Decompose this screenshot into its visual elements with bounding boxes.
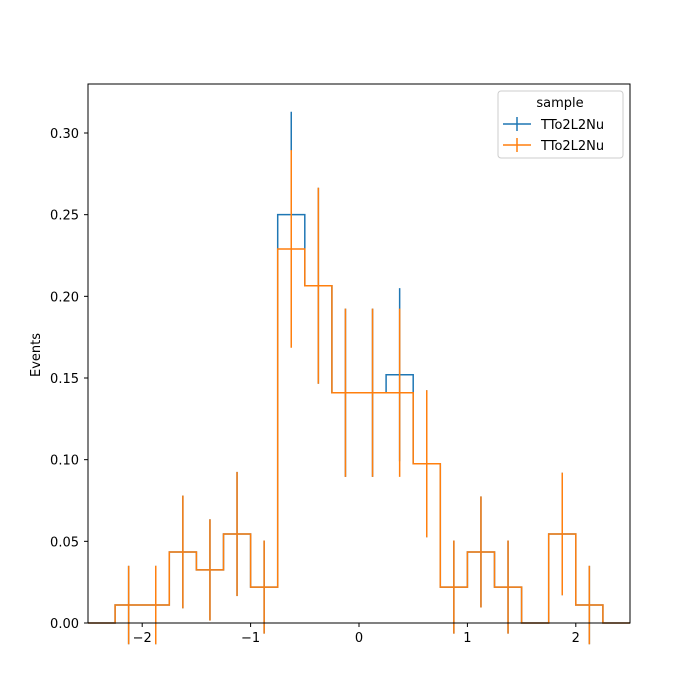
series-2 [88,150,630,645]
y-tick-label: 0.15 [50,372,79,387]
y-tick-label: 0.05 [50,535,79,550]
legend-entry-1: TTo2L2Nu [503,117,604,133]
legend-label-1: TTo2L2Nu [540,118,604,133]
x-tick-label: −2 [133,631,152,646]
y-tick-label: 0.25 [50,209,79,224]
y-tick-label: 0.00 [50,617,79,632]
x-tick-label: 0 [355,631,363,646]
y-tick-label: 0.30 [50,127,79,142]
y-tick-label: 0.10 [50,454,79,469]
x-tick-label: 2 [572,631,580,646]
x-tick-label: −1 [241,631,260,646]
y-axis-label: Events [29,333,44,377]
legend-box [497,90,624,159]
plot-area [88,111,630,645]
axis-ticks: −2 −1 0 1 2 0.00 0.05 0.10 0.15 0.20 0.25 0.30 [50,127,580,646]
legend: sample TTo2L2Nu TTo2L2Nu [497,90,624,159]
legend-label-2: TTo2L2Nu [540,139,604,154]
plot-frame [87,83,631,624]
legend-title: sample [536,96,583,111]
x-tick-label: 1 [463,631,471,646]
y-tick-label: 0.20 [50,290,79,305]
legend-entry-2: TTo2L2Nu [503,138,604,154]
series-2-step-line [88,248,630,624]
